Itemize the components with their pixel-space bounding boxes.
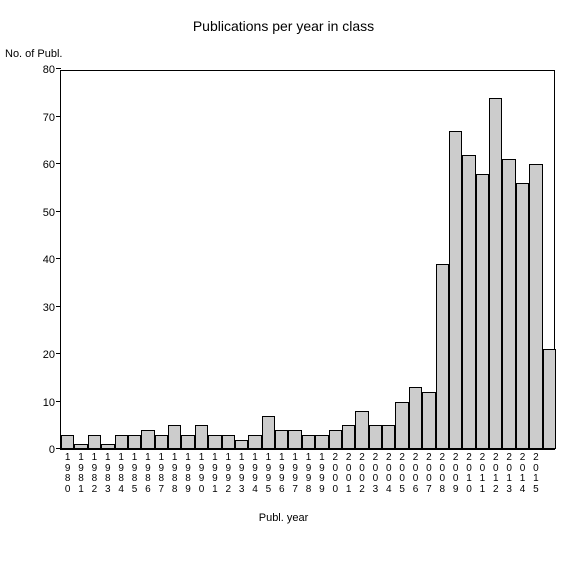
y-tick-mark [56, 353, 61, 354]
plot-area: 0102030405060708019801981198219831984198… [60, 70, 555, 450]
bar [168, 425, 181, 449]
x-tick-label: 1983 [101, 449, 114, 495]
x-tick-label: 2010 [462, 449, 475, 495]
bar [449, 131, 462, 449]
bar [155, 435, 168, 449]
x-tick-label: 1987 [155, 449, 168, 495]
x-tick-label: 2012 [489, 449, 502, 495]
x-tick-label: 2013 [502, 449, 515, 495]
bar [302, 435, 315, 449]
bar [543, 349, 556, 449]
y-tick-label: 60 [43, 159, 61, 171]
y-tick-label: 0 [49, 444, 61, 456]
x-tick-label: 2003 [369, 449, 382, 495]
y-tick-label: 70 [43, 112, 61, 124]
x-tick-label: 1997 [288, 449, 301, 495]
bar [476, 174, 489, 450]
x-tick-label: 1985 [128, 449, 141, 495]
x-tick-label: 2008 [436, 449, 449, 495]
bar [181, 435, 194, 449]
x-tick-label: 2015 [529, 449, 542, 495]
x-tick-label: 1999 [315, 449, 328, 495]
x-tick-label: 2000 [329, 449, 342, 495]
x-tick-label: 1994 [248, 449, 261, 495]
y-tick-mark [56, 68, 61, 69]
bar [382, 425, 395, 449]
bar [342, 425, 355, 449]
x-tick-label: 1981 [74, 449, 87, 495]
y-tick-mark [56, 163, 61, 164]
x-tick-label: 1995 [262, 449, 275, 495]
bar [395, 402, 408, 450]
bar [195, 425, 208, 449]
bar [529, 164, 542, 449]
bar [489, 98, 502, 450]
bar-chart: Publications per year in class No. of Pu… [0, 0, 567, 567]
y-tick-label: 50 [43, 207, 61, 219]
x-tick-label: 1986 [141, 449, 154, 495]
x-tick-label: 1993 [235, 449, 248, 495]
y-tick-label: 80 [43, 64, 61, 76]
y-tick-mark [56, 211, 61, 212]
bar [128, 435, 141, 449]
x-tick-label: 2006 [409, 449, 422, 495]
x-tick-label: 1989 [181, 449, 194, 495]
y-tick-label: 10 [43, 397, 61, 409]
x-tick-label: 1991 [208, 449, 221, 495]
bar [88, 435, 101, 449]
bar [422, 392, 435, 449]
y-tick-mark [56, 306, 61, 307]
x-tick-label: 1982 [88, 449, 101, 495]
x-axis-label: Publ. year [0, 512, 567, 524]
x-tick-label: 1990 [195, 449, 208, 495]
x-tick-label: 1988 [168, 449, 181, 495]
x-tick-label: 1980 [61, 449, 74, 495]
bar [409, 387, 422, 449]
x-tick-label: 1996 [275, 449, 288, 495]
bar [369, 425, 382, 449]
x-tick-label: 1984 [115, 449, 128, 495]
bar [315, 435, 328, 449]
bar [516, 183, 529, 449]
x-tick-label: 2001 [342, 449, 355, 495]
bar [355, 411, 368, 449]
x-tick-label: 1992 [222, 449, 235, 495]
bar [222, 435, 235, 449]
x-tick-label: 2007 [422, 449, 435, 495]
bar [262, 416, 275, 449]
y-tick-label: 40 [43, 254, 61, 266]
x-tick-label: 2004 [382, 449, 395, 495]
x-tick-label: 2009 [449, 449, 462, 495]
bar [61, 435, 74, 449]
x-tick-label: 2011 [476, 449, 489, 495]
bar [329, 430, 342, 449]
bar [248, 435, 261, 449]
x-tick-label: 2005 [395, 449, 408, 495]
y-tick-mark [56, 258, 61, 259]
bar [275, 430, 288, 449]
y-tick-mark [56, 401, 61, 402]
bar [436, 264, 449, 449]
x-tick-label: 2014 [516, 449, 529, 495]
bar [141, 430, 154, 449]
bar [208, 435, 221, 449]
y-tick-label: 30 [43, 302, 61, 314]
x-tick-label: 2002 [355, 449, 368, 495]
bar [235, 440, 248, 450]
y-tick-mark [56, 116, 61, 117]
bar [502, 159, 515, 449]
y-tick-label: 20 [43, 349, 61, 361]
y-axis-label: No. of Publ. [5, 48, 62, 60]
bar [115, 435, 128, 449]
bar [288, 430, 301, 449]
chart-title: Publications per year in class [0, 18, 567, 34]
x-tick-label: 1998 [302, 449, 315, 495]
bar [462, 155, 475, 450]
